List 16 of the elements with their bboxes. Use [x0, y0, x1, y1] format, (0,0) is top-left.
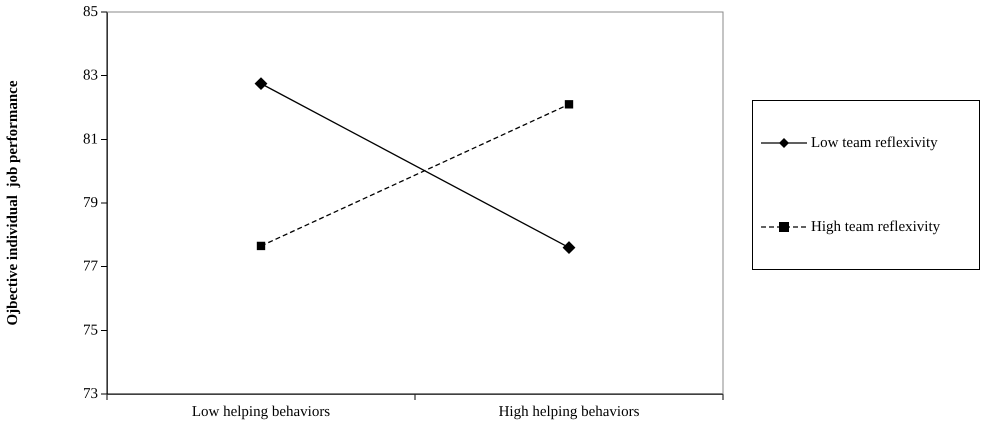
point	[254, 77, 268, 90]
y-tick-label: 77	[83, 258, 98, 275]
y-tick-label: 85	[83, 4, 98, 20]
y-tick-label: 81	[83, 131, 98, 148]
x-tick-label: High helping behaviors	[498, 404, 640, 420]
y-axis-title: Ojbective individual job performance	[4, 80, 21, 326]
point	[256, 242, 266, 250]
legend-label: High team reflexivity	[811, 218, 940, 236]
x-tick-label: Low helping behaviors	[192, 404, 330, 420]
y-tick-label: 73	[83, 386, 98, 402]
y-tick-label: 75	[83, 322, 98, 338]
point	[562, 241, 576, 254]
point	[564, 100, 574, 108]
legend-label: Low team reflexivity	[811, 134, 938, 152]
y-tick-label: 83	[83, 68, 98, 84]
y-tick-label: 79	[83, 194, 98, 211]
